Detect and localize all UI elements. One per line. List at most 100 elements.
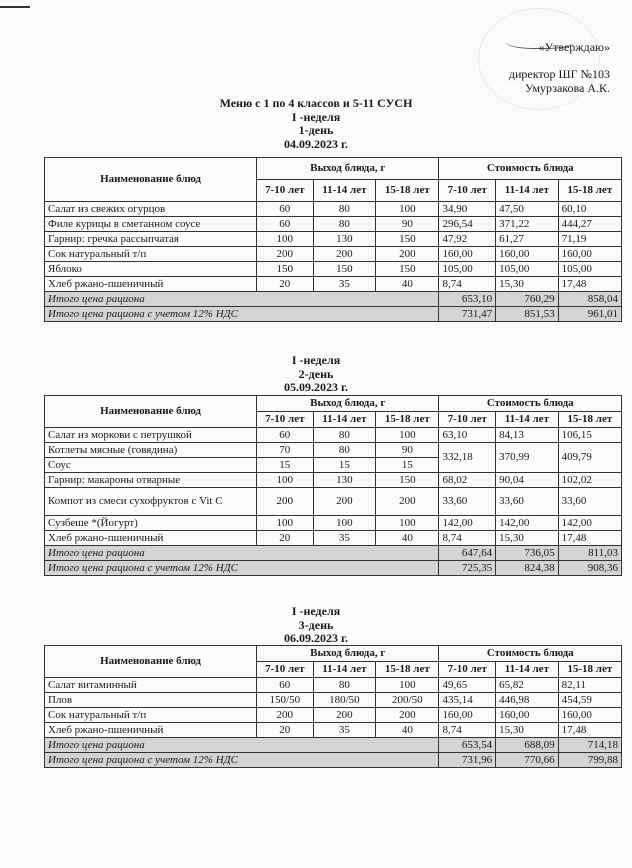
total-value: 731,47 (438, 306, 497, 322)
age-header: 7-10 лет (256, 411, 314, 428)
age-header: 7-10 лет (438, 179, 497, 202)
total-label: Итого цена рациона (43, 545, 440, 561)
yield-cell: 60 (256, 427, 314, 443)
yield-cell: 100 (312, 515, 377, 531)
age-header: 15-18 лет (557, 411, 623, 428)
column-header-cost: Стоимость блюда (438, 645, 622, 662)
yield-cell: 60 (256, 677, 314, 693)
approval-block: «Утверждаю» директор ШГ №103 Умурзакова … (509, 40, 610, 96)
dish-name: Хлеб ржано-пшеничный (44, 722, 257, 738)
page-title: Меню с 1 по 4 классов и 5-11 СУСН (219, 96, 413, 110)
dish-name: Плов (44, 692, 257, 708)
table-row: Котлеты мясные (говядина) 70 80 90 332,18 370… (44, 442, 623, 473)
column-header-yield: Выход блюда, г (255, 157, 440, 180)
age-header: 7-10 лет (438, 411, 497, 428)
cost-cell: 15,30 (495, 276, 559, 292)
cost-cell: 15,30 (495, 722, 559, 738)
menu-table-day-1: Наименование блюд Выход блюда, г Стоимость… (43, 157, 623, 322)
day-label: 3-день (298, 617, 334, 632)
cost-cell: 409,79 (557, 442, 623, 473)
table-row: Хлеб ржано-пшеничный 20 35 40 8,74 15,30 17,48 (44, 530, 623, 546)
day-label: 2-день (298, 366, 334, 381)
yield-cell: 70 (256, 442, 314, 458)
column-header-yield: Выход блюда, г (255, 645, 440, 662)
cost-cell: 8,74 (438, 530, 497, 546)
cost-cell: 90,04 (495, 472, 559, 488)
cost-cell: 446,98 (495, 692, 559, 708)
yield-cell: 60 (256, 201, 314, 217)
dish-name: Салат из свежих огурцов (44, 201, 257, 217)
cost-cell: 17,48 (557, 276, 623, 292)
total-value: 647,64 (438, 545, 497, 561)
total-row: Итого цена рациона 653,54 688,09 714,18 (43, 737, 623, 753)
age-header: 11-14 лет (495, 661, 559, 678)
yield-cell: 40 (375, 722, 440, 738)
cost-cell: 82,11 (557, 677, 623, 693)
cost-cell: 371,22 (495, 216, 559, 232)
date-label: 05.09.2023 г. (283, 380, 349, 394)
total-row: Итого цена рациона 653,10 760,29 858,04 (43, 291, 623, 307)
cost-cell: 47,92 (438, 231, 497, 247)
approval-position: директор ШГ №103 (508, 66, 610, 81)
dish-name: Сок натуральный т/п (44, 707, 257, 723)
total-label: Итого цена рациона с учетом 12% НДС (43, 306, 440, 322)
yield-cell: 100 (375, 427, 440, 443)
cost-cell: 49,65 (438, 677, 497, 693)
yield-cell: 150 (256, 261, 314, 277)
yield-cell: 100 (256, 231, 314, 247)
yield-cell: 200 (312, 487, 377, 516)
table-row: Плов 150/50 180/50 200/50 435,14 446,98 454,59 (44, 692, 623, 708)
cost-cell: 160,00 (495, 246, 559, 262)
table-row: Хлеб ржано-пшеничный 20 35 40 8,74 15,30 17,48 (44, 276, 623, 292)
cost-cell: 105,00 (495, 261, 559, 277)
column-header-name: Наименование блюд (44, 395, 257, 428)
yield-cell: 15 (312, 457, 377, 473)
yield-cell: 200 (256, 487, 314, 516)
age-header: 11-14 лет (495, 179, 559, 202)
menu-table-day-3: Наименование блюд Выход блюда, г Стоимость… (43, 645, 623, 768)
total-label: Итого цена рациона с учетом 12% НДС (43, 752, 440, 768)
cost-cell: 102,02 (557, 472, 623, 488)
age-header: 15-18 лет (375, 179, 440, 202)
yield-cell: 40 (375, 276, 440, 292)
cost-cell: 34,90 (438, 201, 497, 217)
yield-cell: 100 (375, 677, 440, 693)
total-value: 736,05 (495, 545, 559, 561)
cost-cell: 33,60 (438, 487, 497, 516)
total-row: Итого цена рациона с учетом 12% НДС 731,4… (43, 306, 623, 322)
yield-cell: 150 (375, 261, 440, 277)
yield-cell: 90 (375, 442, 440, 458)
total-row: Итого цена рациона 647,64 736,05 811,03 (43, 545, 623, 561)
yield-cell: 200 (375, 246, 440, 262)
yield-cell: 90 (375, 216, 440, 232)
cost-cell: 8,74 (438, 722, 497, 738)
total-value: 961,01 (557, 306, 623, 322)
yield-cell: 150 (375, 231, 440, 247)
table-row: Сок натуральный т/п 200 200 200 160,00 160,00… (44, 707, 623, 723)
header-row: Наименование блюд Выход блюда, г Стоимость… (44, 645, 622, 678)
approval-line: «Утверждаю» (538, 40, 610, 54)
age-header: 7-10 лет (256, 661, 314, 678)
column-header-name: Наименование блюд (44, 157, 257, 202)
dish-name: Салат витаминный (44, 677, 257, 693)
table-row: Компот из смеси сухофруктов с Vit C 200 20… (44, 487, 623, 516)
column-header-yield: Выход блюда, г (255, 395, 440, 412)
total-value: 714,18 (557, 737, 623, 753)
yield-cell: 100 (375, 515, 440, 531)
yield-cell: 35 (312, 722, 377, 738)
yield-cell: 80 (312, 442, 377, 458)
yield-cell: 20 (256, 722, 314, 738)
cost-cell: 160,00 (557, 246, 623, 262)
dish-name: Гарнир: гречка рассыпчатая (44, 231, 257, 247)
header-row-ages: 7-10 лет 11-14 лет 15-18 лет 7-10 лет 11-14 … (45, 661, 623, 678)
cost-cell: 33,60 (557, 487, 623, 516)
cost-cell: 61,27 (495, 231, 559, 247)
dish-name: Яблоко (44, 261, 257, 277)
total-value: 725,35 (438, 560, 497, 576)
table-row: Сок натуральный т/п 200 200 200 160,00 160,00… (44, 246, 623, 262)
cost-cell: 65,82 (495, 677, 559, 693)
column-header-name: Наименование блюд (44, 645, 257, 678)
dish-name: Компот из смеси сухофруктов с Vit C (44, 487, 257, 516)
table-row: Сузбеше *(Йогурт) 100 100 100 142,00 142,00 14… (44, 515, 623, 531)
yield-cell: 15 (256, 457, 314, 473)
